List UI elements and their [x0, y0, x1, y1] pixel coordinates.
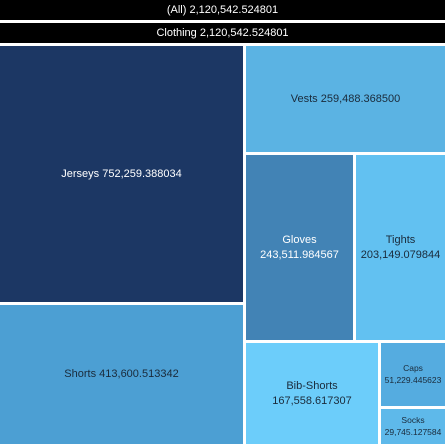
tile-value: 29,745.127584	[384, 426, 442, 437]
treemap-tile-vests[interactable]: Vests 259,488.368500	[246, 46, 445, 152]
tile-caption: Bib-Shorts 167,558.617307	[246, 379, 378, 409]
tile-label: Tights	[385, 233, 416, 246]
tile-value: 51,229.445623	[384, 374, 442, 385]
tile-label: Socks	[401, 415, 425, 426]
tile-value: 752,259.388034	[102, 167, 182, 180]
group-header-label: Clothing 2,120,542.524801	[156, 27, 289, 39]
group-header[interactable]: Clothing 2,120,542.524801	[0, 23, 445, 44]
tile-caption: Vests 259,488.368500	[291, 92, 401, 107]
tile-label: Jerseys	[61, 167, 100, 180]
treemap-tile-tights[interactable]: Tights 203,149.079844	[356, 155, 445, 340]
treemap-tile-socks[interactable]: Socks 29,745.127584	[381, 409, 445, 444]
tile-caption: Shorts 413,600.513342	[64, 367, 178, 382]
tile-label: Gloves	[282, 233, 317, 246]
treemap-tile-gloves[interactable]: Gloves 243,511.984567	[246, 155, 353, 340]
tile-value: 413,600.513342	[99, 368, 179, 381]
tile-value: 203,149.079844	[360, 248, 441, 261]
root-header-label: (All) 2,120,542.524801	[166, 4, 279, 16]
treemap-tile-shorts[interactable]: Shorts 413,600.513342	[0, 305, 243, 444]
tile-label: Vests	[290, 92, 318, 105]
tile-value: 243,511.984567	[260, 248, 339, 261]
tile-label: Bib-Shorts	[286, 379, 338, 392]
tile-value: 167,558.617307	[272, 394, 352, 407]
tile-caption: Jerseys 752,259.388034	[61, 167, 182, 182]
treemap-tile-jerseys[interactable]: Jerseys 752,259.388034	[0, 46, 243, 302]
tile-value: 259,488.368500	[320, 92, 401, 105]
treemap-tile-caps[interactable]: Caps 51,229.445623	[381, 343, 445, 406]
treemap-tile-bib-shorts[interactable]: Bib-Shorts 167,558.617307	[246, 343, 378, 444]
tile-label: Caps	[403, 363, 423, 374]
root-header[interactable]: (All) 2,120,542.524801	[0, 0, 445, 21]
tile-label: Shorts	[64, 368, 97, 381]
